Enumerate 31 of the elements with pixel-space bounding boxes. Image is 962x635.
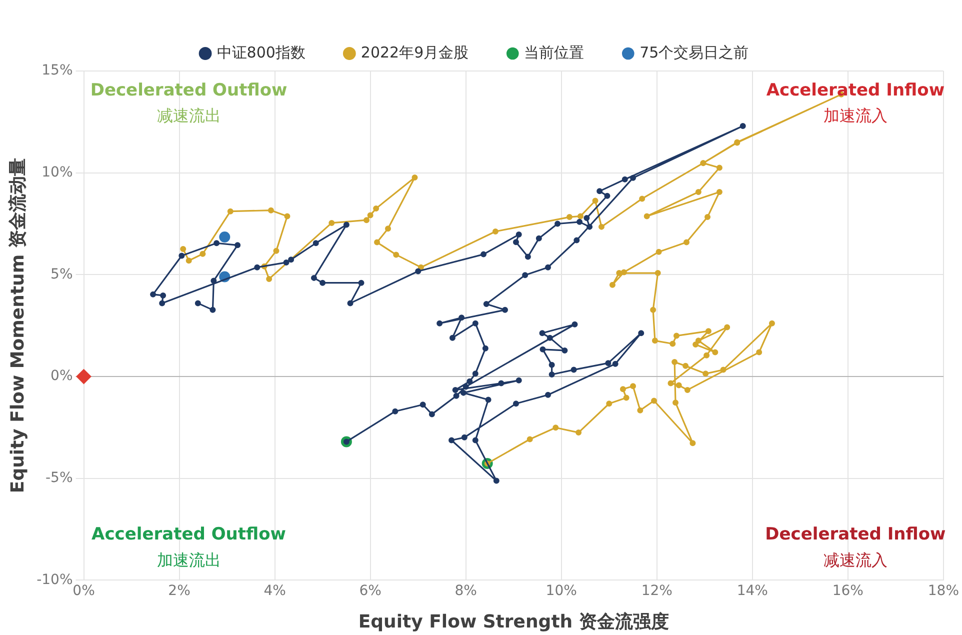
annotation: 加速流出	[156, 550, 221, 570]
x-tick-label: 12%	[641, 583, 672, 600]
legend-label: 75个交易日之前	[640, 43, 749, 62]
x-tick-label: 4%	[264, 583, 286, 600]
annotation: 减速流入	[823, 550, 888, 570]
x-tick-label: 6%	[359, 583, 382, 600]
legend-label: 中证800指数	[216, 43, 306, 62]
annotation: Decelerated Inflow	[765, 524, 946, 545]
y-tick-label: 5%	[50, 266, 73, 282]
y-tick-label: 10%	[42, 164, 73, 180]
x-tick-label: 8%	[454, 583, 477, 600]
y-tick-label: 0%	[50, 368, 73, 384]
annotation: 减速流出	[156, 106, 221, 126]
x-axis-title: Equity Flow Strength 资金流强度	[358, 612, 669, 633]
x-tick-label: 18%	[928, 583, 960, 600]
x-tick-label: 0%	[72, 583, 95, 600]
y-tick-label: 15%	[42, 62, 73, 79]
annotation: Accelerated Inflow	[766, 80, 945, 100]
annotation: 加速流入	[823, 106, 888, 126]
point	[219, 232, 230, 242]
x-tick-label: 2%	[168, 583, 190, 600]
annotation: Accelerated Outflow	[92, 524, 286, 545]
x-tick-label: 14%	[736, 583, 768, 600]
y-tick-label: -10%	[36, 572, 73, 588]
y-axis-title: Equity Flow Momentum 资金流动量	[7, 158, 28, 494]
x-tick-label: 16%	[832, 583, 864, 600]
x-tick-label: 10%	[546, 583, 577, 600]
legend-label: 当前位置	[524, 43, 584, 62]
annotation: Decelerated Outflow	[90, 80, 288, 100]
legend-label: 2022年9月金股	[360, 43, 469, 62]
y-tick-label: -5%	[46, 470, 73, 486]
